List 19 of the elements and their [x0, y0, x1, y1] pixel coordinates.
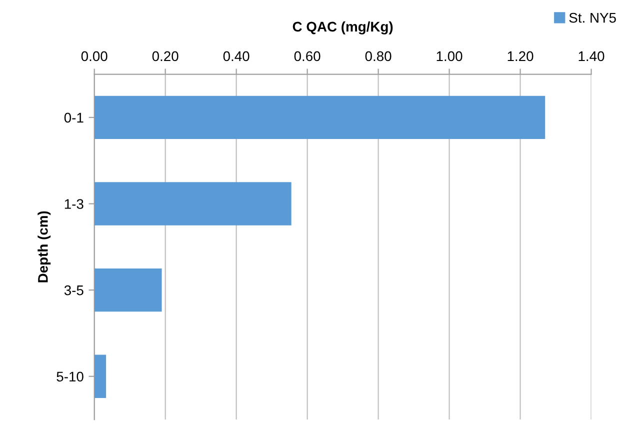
x-tick-label: 0.20: [152, 51, 178, 62]
x-tick-label: 0.60: [294, 51, 320, 62]
y-axis-title: Depth (cm): [38, 211, 51, 282]
bar: [94, 268, 162, 312]
x-tick-label: 0.00: [81, 51, 108, 62]
bar: [94, 354, 106, 398]
x-tick-label: 1.20: [508, 51, 534, 62]
bar: [94, 182, 292, 226]
x-axis-title: C QAC (mg/Kg): [292, 21, 393, 34]
x-tick-label: 1.00: [436, 51, 462, 62]
y-tick-label: 3-5: [64, 285, 84, 296]
y-tick-label: 1-3: [64, 199, 84, 209]
x-tick-label: 0.80: [365, 51, 392, 62]
y-tick-label: 0-1: [64, 112, 84, 123]
bar: [94, 96, 546, 140]
y-tick-label: 5-10: [56, 372, 84, 382]
legend-label: St. NY5: [569, 12, 616, 23]
x-tick-label: 0.40: [223, 51, 250, 62]
x-tick-label: 1.40: [578, 51, 604, 62]
